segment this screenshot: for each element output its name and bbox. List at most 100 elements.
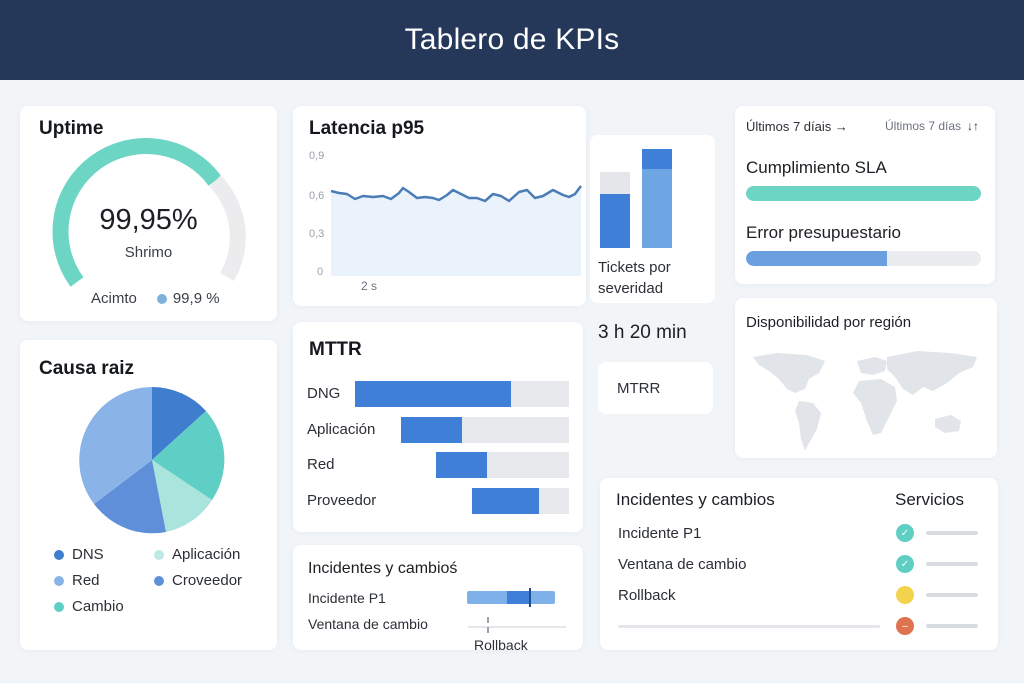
legend-label: Croveedor	[172, 572, 243, 589]
legend-dns[interactable]: DNS	[54, 546, 104, 563]
legend-cambio[interactable]: Cambio	[54, 598, 124, 615]
budget-label: Error presupuestario	[746, 223, 901, 242]
world-map-icon[interactable]	[747, 343, 987, 453]
incident-row-change-window[interactable]: Ventana de cambio	[618, 556, 747, 573]
service-row-2[interactable]: ✓	[896, 555, 978, 573]
rollback-marker	[487, 617, 489, 633]
sla-progress-fill	[746, 186, 981, 201]
legend-dot-icon	[54, 549, 64, 560]
legend-dot-icon	[54, 575, 64, 586]
sla-progress	[746, 186, 981, 201]
error-icon: –	[896, 617, 914, 635]
service-name-placeholder	[926, 593, 978, 597]
mttr-row-label: Red	[307, 456, 335, 473]
mttr-fill	[436, 452, 487, 478]
tickets-card[interactable]: Tickets por severidad	[590, 135, 715, 303]
sla-card[interactable]: Últimos 7 díais → Últimos 7 días ↓↑ Cump…	[735, 106, 995, 284]
y-tick-0.9: 0,9	[309, 150, 325, 162]
legend-label: Cambio	[72, 598, 124, 615]
ticket-bar-2-fill	[642, 169, 672, 248]
latency-line-chart	[330, 185, 582, 276]
mttr-card[interactable]: MTTR DNG Aplicación Red Proveedor	[293, 322, 583, 532]
period-selector-right[interactable]: Últimos 7 días ↓↑	[885, 119, 979, 133]
service-row-3[interactable]	[896, 586, 978, 604]
incident-timeline-bar[interactable]	[467, 588, 555, 607]
incident-p1-label: Incidente P1	[308, 590, 386, 606]
incident-divider	[618, 625, 880, 628]
legend-dot-icon	[54, 601, 64, 612]
mttr-row-proveedor[interactable]: Proveedor	[307, 488, 571, 514]
region-card[interactable]: Disponibilidad por región	[735, 298, 997, 458]
root-cause-pie-chart[interactable]	[76, 384, 236, 544]
uptime-title: Uptime	[39, 118, 104, 139]
mttr-fill	[355, 381, 511, 407]
check-icon: ✓	[896, 555, 914, 573]
uptime-gauge	[52, 138, 246, 287]
budget-progress-fill	[746, 251, 887, 266]
ticket-bar-1-fill	[600, 194, 630, 248]
y-tick-0.3: 0,3	[309, 228, 325, 240]
root-cause-title: Causa raiz	[39, 358, 135, 379]
incidents-main-card[interactable]: Incidentes y cambios Incidente P1 Ventan…	[600, 478, 998, 650]
legend-red[interactable]: Red	[54, 572, 100, 589]
mttr-kpi-value: 3 h 20 min	[598, 322, 687, 343]
service-name-placeholder	[926, 624, 978, 628]
mttr-row-label: Aplicación	[307, 421, 376, 438]
tickets-label-2: severidad	[598, 280, 664, 297]
legend-label: DNS	[72, 546, 104, 563]
service-row-1[interactable]: ✓	[896, 524, 978, 542]
latency-card[interactable]: Latencia p95 0,9 0,6 0,3 0 2 s	[293, 106, 586, 306]
incidents-small-card[interactable]: Incidentes y cambioś Incidente P1 Ventan…	[293, 545, 583, 653]
mttr-row-label: DNG	[307, 385, 341, 402]
region-title: Disponibilidad por región	[746, 314, 912, 331]
mttr-row-dng[interactable]: DNG	[307, 381, 571, 407]
legend-aplicacion[interactable]: Aplicación	[154, 546, 240, 563]
latency-title: Latencia p95	[309, 118, 425, 139]
mttr-fill	[401, 417, 462, 443]
y-tick-0.6: 0,6	[309, 190, 325, 202]
incident-timeline-segment	[507, 591, 531, 604]
uptime-sublabel: Shrimo	[124, 244, 173, 261]
mttr-kpi-card[interactable]: MTRR	[598, 362, 713, 414]
uptime-footer-label: Acimto	[91, 290, 137, 307]
ticket-bar-1[interactable]	[600, 172, 630, 248]
legend-label: Red	[72, 572, 100, 589]
legend-proveedor[interactable]: Croveedor	[154, 572, 242, 589]
ticket-bar-2[interactable]	[642, 149, 672, 248]
root-cause-card[interactable]: Causa raiz DNS Aplicación Red Croveedor …	[20, 340, 277, 650]
legend-label: Aplicación	[172, 546, 241, 563]
y-tick-0: 0	[317, 266, 324, 278]
legend-dot-icon	[154, 549, 164, 560]
header-bar: Tablero de KPIs	[0, 0, 1024, 80]
service-name-placeholder	[926, 562, 978, 566]
uptime-value: 99,95%	[99, 204, 198, 236]
rollback-label: Rollback	[474, 637, 528, 653]
period-right-label: Últimos 7 días	[885, 119, 962, 133]
uptime-card[interactable]: Uptime 99,95% Shrimo Acimto 99,9 %	[20, 106, 277, 321]
service-name-placeholder	[926, 531, 978, 535]
budget-progress	[746, 251, 981, 266]
incidents-main-title: Incidentes y cambios	[616, 490, 775, 509]
ticket-bar-1-top	[600, 172, 630, 194]
incident-timeline-marker	[529, 588, 531, 607]
tickets-label-1: Tickets por	[598, 259, 671, 276]
ticket-bar-2-top	[642, 149, 672, 169]
warning-icon	[896, 586, 914, 604]
incident-row-rollback[interactable]: Rollback	[618, 587, 676, 604]
sort-icon[interactable]: ↓↑	[967, 119, 980, 133]
uptime-footer-value: 99,9 %	[172, 290, 220, 307]
change-window-track	[468, 626, 566, 628]
mttr-kpi-label: MTRR	[617, 380, 661, 397]
page-title: Tablero de KPIs	[404, 23, 620, 56]
mttr-row-red[interactable]: Red	[307, 452, 571, 478]
mttr-row-aplicacion[interactable]: Aplicación	[307, 417, 571, 443]
sla-label: Cumplimiento SLA	[746, 158, 887, 177]
service-row-4[interactable]: –	[896, 617, 978, 635]
incident-row-p1[interactable]: Incidente P1	[618, 525, 702, 542]
mttr-title: MTTR	[309, 339, 362, 360]
period-selector-left[interactable]: Últimos 7 díais →	[746, 119, 848, 134]
change-window-label: Ventana de cambio	[308, 616, 428, 632]
uptime-footer: Acimto 99,9 %	[91, 290, 220, 307]
incidents-small-title: Incidentes y cambioś	[308, 560, 458, 577]
mttr-fill	[472, 488, 539, 514]
